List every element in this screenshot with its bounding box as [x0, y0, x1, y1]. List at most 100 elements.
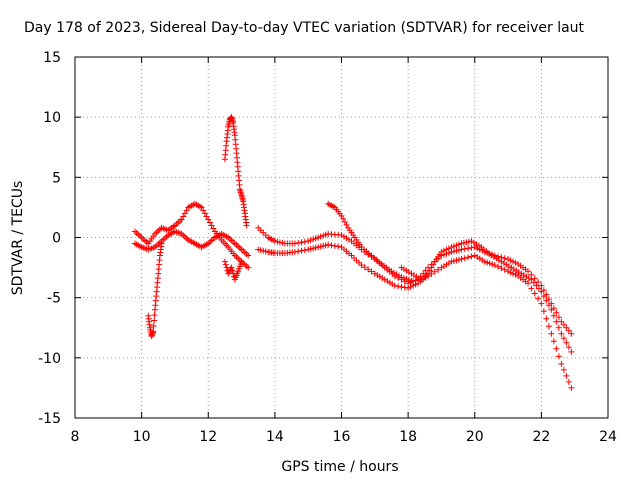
- data-point: [565, 378, 572, 385]
- y-tick-labels: -15 -10 -5 0 5 10 15: [38, 50, 61, 427]
- data-point: [401, 284, 408, 291]
- data-point: [535, 279, 542, 286]
- data-point: [341, 218, 348, 225]
- y-tick-label: -5: [47, 291, 61, 307]
- data-point: [368, 268, 375, 275]
- data-point: [245, 264, 252, 271]
- data-point: [200, 207, 207, 214]
- y-tick-label: 15: [43, 50, 61, 66]
- x-tick-label: 20: [466, 429, 484, 445]
- data-point: [568, 384, 575, 391]
- data-point: [565, 327, 572, 334]
- data-point: [468, 244, 475, 251]
- data-point: [203, 213, 210, 220]
- x-tick-label: 24: [599, 429, 617, 445]
- axis-ticks: [74, 56, 609, 419]
- data-point: [545, 323, 552, 330]
- series-trace-h: [325, 200, 415, 284]
- data-point: [550, 338, 557, 345]
- data-point: [538, 300, 545, 307]
- x-tick-label: 22: [532, 429, 550, 445]
- data-point: [340, 215, 347, 222]
- data-point: [501, 266, 508, 273]
- data-point: [461, 245, 468, 252]
- data-point: [458, 246, 465, 253]
- data-point: [548, 330, 555, 337]
- data-point: [533, 282, 540, 289]
- data-point: [540, 308, 547, 315]
- data-point: [291, 240, 298, 247]
- data-point: [553, 345, 560, 352]
- y-tick-label: -15: [38, 411, 61, 427]
- series-trace-b: [131, 228, 252, 259]
- data-point: [298, 239, 305, 246]
- data-point: [178, 216, 185, 223]
- data-point: [238, 258, 245, 265]
- x-tick-label: 12: [199, 429, 217, 445]
- data-point: [540, 293, 547, 300]
- data-point: [545, 302, 552, 309]
- data-point: [151, 317, 158, 324]
- x-tick-label: 10: [133, 429, 151, 445]
- data-point: [560, 321, 567, 328]
- data-point: [525, 268, 532, 275]
- data-point: [491, 262, 498, 269]
- y-tick-label: -10: [38, 351, 61, 367]
- data-point: [431, 268, 438, 275]
- data-point: [221, 258, 228, 265]
- data-point: [428, 264, 435, 271]
- data-point: [563, 339, 570, 346]
- x-tick-label: 14: [266, 429, 284, 445]
- data-point: [538, 288, 545, 295]
- data-point: [543, 315, 550, 322]
- data-point: [553, 309, 560, 316]
- x-tick-labels: 8 10 12 14 16 18 20 22 24: [71, 429, 617, 445]
- data-point: [328, 242, 335, 249]
- data-point: [430, 261, 437, 268]
- series-trace-f: [255, 224, 575, 337]
- series-trace-d: [221, 114, 250, 229]
- chart-title: Day 178 of 2023, Sidereal Day-to-day VTE…: [24, 20, 585, 36]
- data-point: [555, 324, 562, 331]
- data-point: [391, 282, 398, 289]
- data-point: [201, 210, 208, 217]
- grid: [75, 57, 608, 418]
- data-point: [426, 267, 433, 274]
- series-trace-e: [221, 258, 245, 283]
- data-point: [555, 353, 562, 360]
- data-point: [465, 245, 472, 252]
- series-trace-g: [255, 241, 575, 391]
- series-trace-i: [398, 238, 575, 355]
- data-point: [295, 248, 302, 255]
- data-point: [563, 324, 570, 331]
- data-point: [543, 297, 550, 304]
- data-point: [208, 222, 215, 229]
- data-point: [468, 253, 475, 260]
- data-point: [335, 243, 342, 250]
- data-point: [198, 204, 205, 211]
- data-point: [365, 251, 372, 258]
- data-point: [228, 264, 235, 271]
- y-tick-label: 10: [43, 110, 61, 126]
- data-point: [435, 266, 442, 273]
- y-tick-label: 5: [52, 170, 61, 186]
- data-point: [398, 283, 405, 290]
- data-point: [395, 283, 402, 290]
- data-point: [222, 261, 229, 268]
- data-point: [525, 280, 532, 287]
- data-point: [528, 285, 535, 292]
- data-point: [550, 312, 557, 319]
- data-point: [535, 285, 542, 292]
- data-point: [183, 207, 190, 214]
- data-point: [338, 212, 345, 219]
- data-point: [560, 366, 567, 373]
- data-point: [560, 335, 567, 342]
- data-point: [150, 328, 157, 335]
- data-point: [210, 225, 217, 232]
- data-point: [301, 247, 308, 254]
- data-points: [131, 114, 575, 391]
- y-axis-label: SDTVAR / TECUs: [10, 181, 26, 296]
- data-point: [498, 265, 505, 272]
- data-point: [568, 330, 575, 337]
